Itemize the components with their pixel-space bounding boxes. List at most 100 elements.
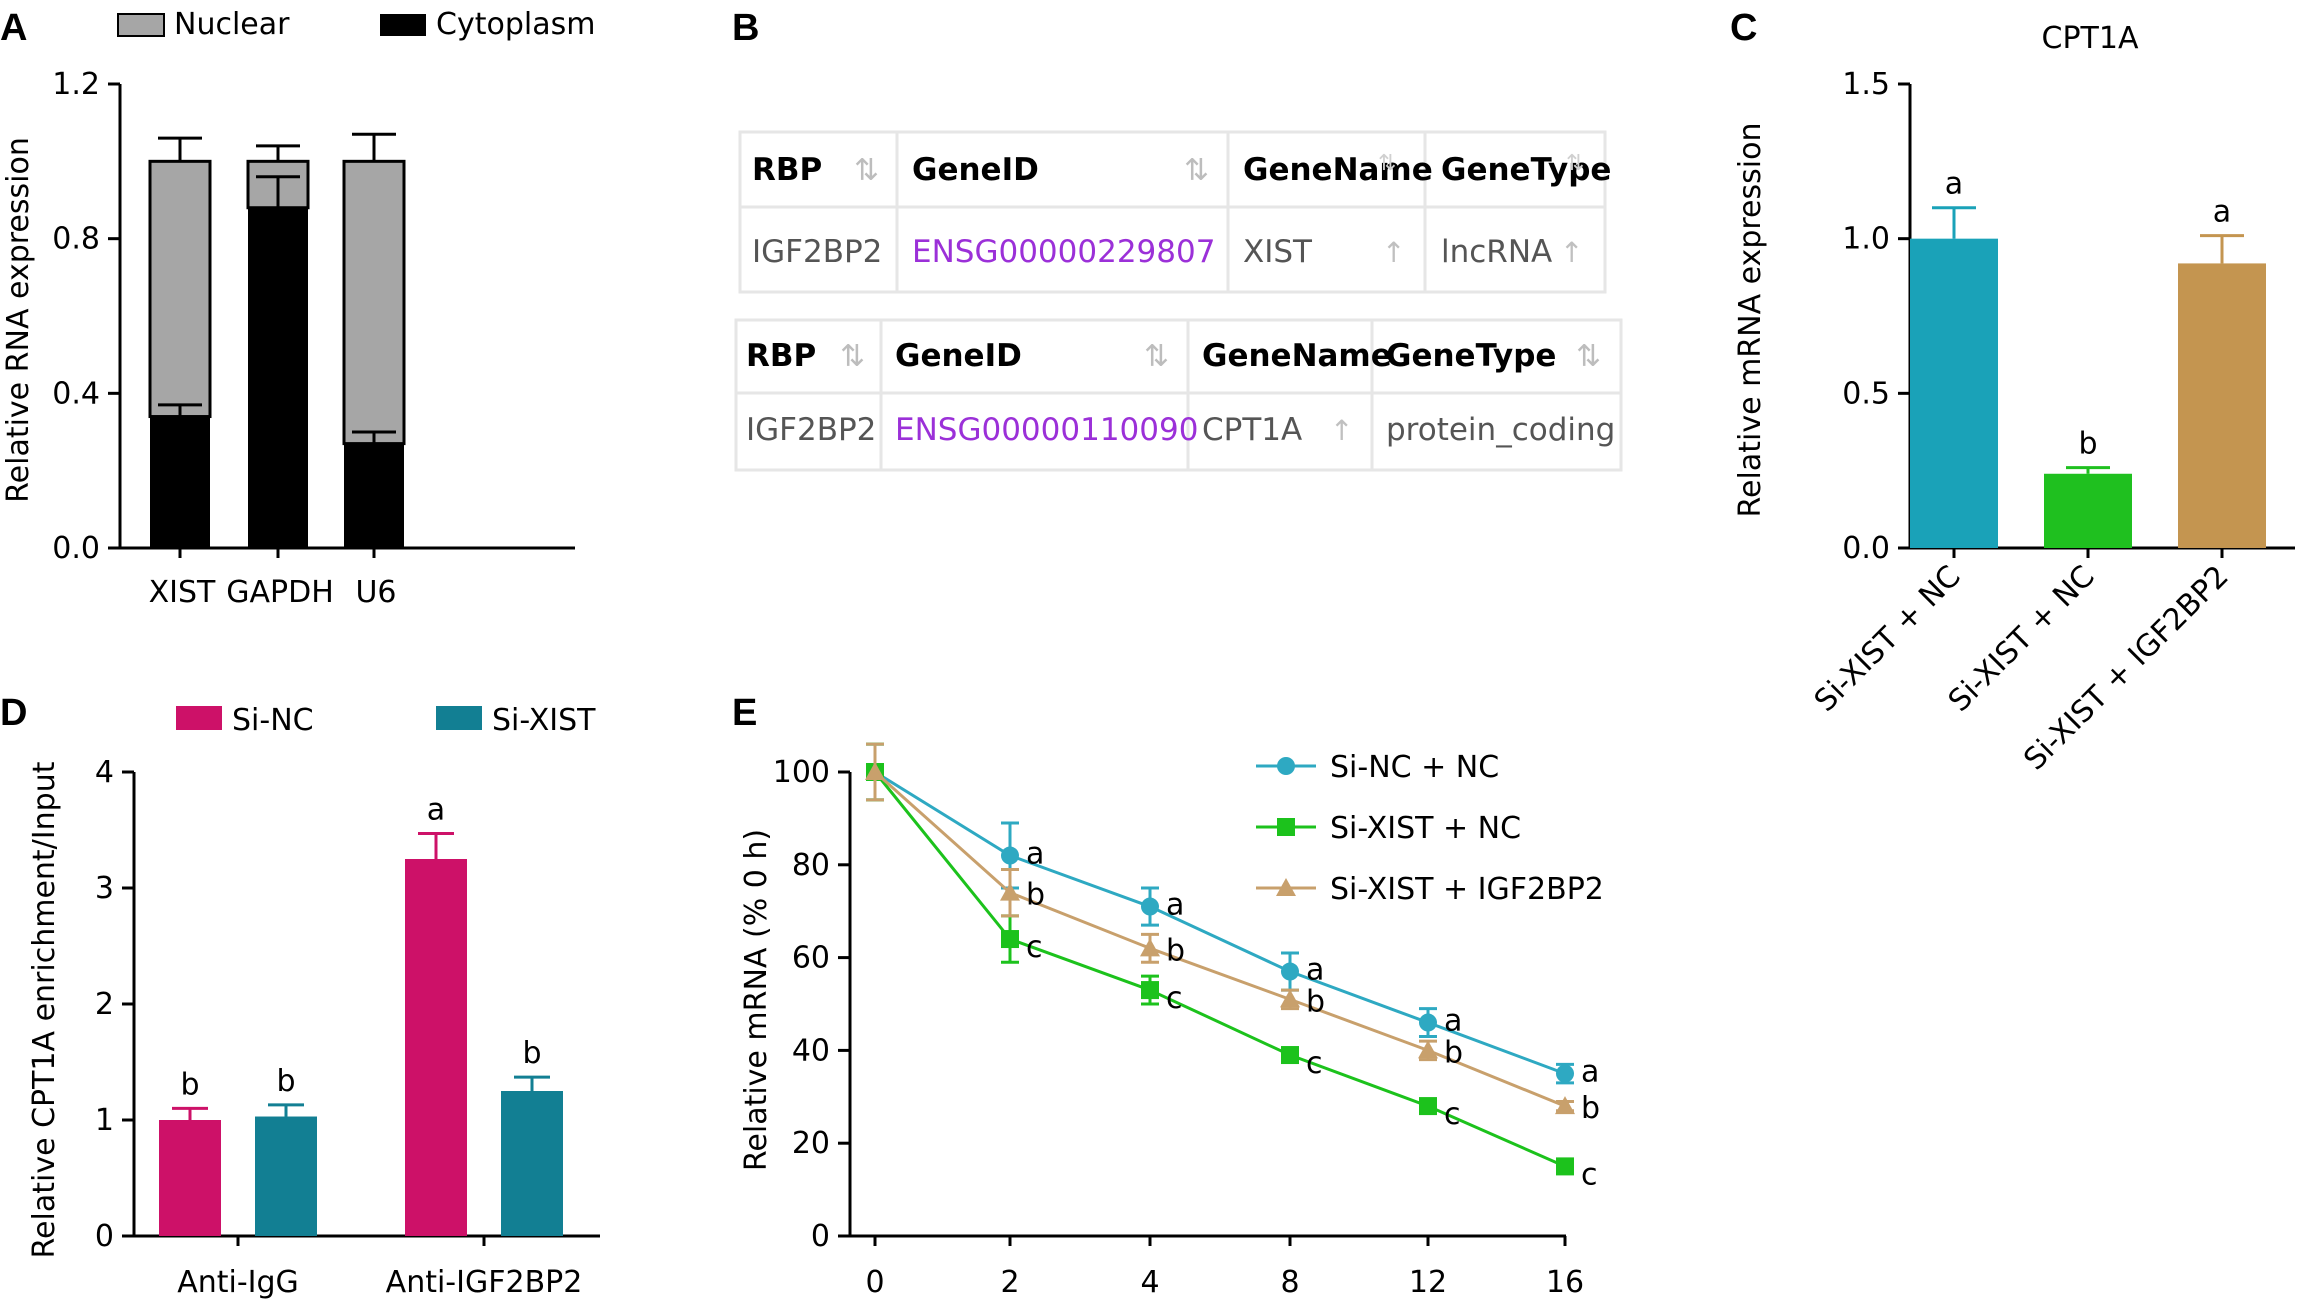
sort-icon[interactable]: ⇅ <box>1566 151 1584 176</box>
panel-letter-c: C <box>1730 7 1757 49</box>
y-tick-label: 100 <box>773 755 830 790</box>
bar-nuclear <box>148 159 212 419</box>
x-tick-label: GAPDH <box>226 575 334 610</box>
significance-label: b <box>276 1064 295 1099</box>
table-2-header-rbp[interactable]: RBP <box>746 338 816 374</box>
significance-label: a <box>2213 195 2231 230</box>
data-point <box>1001 846 1019 865</box>
y-tick-label: 1.0 <box>1842 222 1890 257</box>
panel-a-bars: XIST GAPDH U6 <box>148 132 406 610</box>
y-tick-label: 0.4 <box>52 376 100 411</box>
series-line <box>874 770 1566 1108</box>
significance-label: a <box>1026 837 1044 872</box>
arrow-up-icon: ↑ <box>1560 236 1583 269</box>
bar-si-nc <box>159 1120 221 1236</box>
y-tick-label: 1.2 <box>52 67 100 102</box>
data-point <box>1418 1040 1438 1059</box>
legend-label: Si-XIST + IGF2BP2 <box>1330 872 1604 907</box>
bar-cytoplasm <box>344 443 404 548</box>
x-tick-label: 4 <box>1140 1265 1159 1300</box>
data-point <box>1141 897 1159 916</box>
table-1-cell-geneid[interactable]: ENSG00000229807 <box>912 234 1215 270</box>
x-tick-label: 16 <box>1546 1265 1584 1300</box>
table-2-cell-genetype: protein_coding <box>1386 412 1615 448</box>
y-tick-label: 0.0 <box>1842 531 1890 566</box>
data-point <box>1000 882 1020 901</box>
table-2-cell-geneid[interactable]: ENSG00000110090 <box>895 412 1198 448</box>
x-tick-label: 2 <box>1000 1265 1019 1300</box>
table-2-header-genename[interactable]: GeneName <box>1202 338 1392 374</box>
sort-icon[interactable]: ⇅ <box>1576 339 1601 374</box>
panel-c-yticks: 0.0 0.5 1.0 1.5 <box>1842 67 1910 566</box>
y-tick-label: 20 <box>792 1126 830 1161</box>
data-point <box>1419 1013 1437 1032</box>
x-tick-label: 12 <box>1409 1265 1447 1300</box>
y-tick-label: 80 <box>792 848 830 883</box>
arrow-up-icon: ↑ <box>1330 414 1353 447</box>
panel-e-axes: 0 20 40 60 80 100 0 2 4 8 12 16 Relative mRNA (% 0… <box>739 755 1584 1300</box>
y-tick-label: 0.0 <box>52 531 100 566</box>
y-tick-label: 1 <box>95 1103 114 1138</box>
table-2-header-geneid[interactable]: GeneID <box>895 338 1022 374</box>
legend-label: Si-XIST + NC <box>1330 811 1521 846</box>
significance-label: b <box>522 1036 541 1071</box>
table-2-cell-genename: CPT1A <box>1202 412 1302 448</box>
significance-label: c <box>1581 1157 1598 1192</box>
table-1-header-geneid[interactable]: GeneID <box>912 152 1039 188</box>
table-2-header-genetype[interactable]: GeneType <box>1386 338 1556 374</box>
bar-cytoplasm <box>150 416 210 548</box>
significance-label: a <box>1166 888 1184 923</box>
table-1-cell-rbp: IGF2BP2 <box>752 234 882 270</box>
data-point <box>865 762 885 780</box>
data-point <box>1140 938 1160 957</box>
y-tick-label: 0 <box>811 1219 830 1254</box>
table-1-header-genename[interactable]: GeneName <box>1243 152 1433 188</box>
x-tick-label: 8 <box>1280 1265 1299 1300</box>
data-point <box>1281 1046 1299 1065</box>
table-1-header-genetype[interactable]: GeneType <box>1441 152 1611 188</box>
sort-icon[interactable]: ⇅ <box>1144 339 1169 374</box>
bar <box>2178 263 2266 548</box>
significance-label: c <box>1166 981 1183 1016</box>
y-tick-label: 3 <box>95 871 114 906</box>
panel-d-ylabel: Relative CPT1A enrichment/Input <box>27 761 62 1258</box>
legend-marker <box>1277 818 1295 836</box>
bar <box>1910 238 1998 548</box>
panel-letter-a: A <box>0 7 27 49</box>
data-point <box>1419 1097 1437 1116</box>
significance-label: a <box>1581 1055 1599 1090</box>
sort-icon[interactable]: ⇅ <box>1378 151 1396 176</box>
table-1-header-rbp[interactable]: RBP <box>752 152 822 188</box>
y-tick-label: 4 <box>95 755 114 790</box>
data-point <box>1556 1064 1574 1083</box>
y-tick-label: 1.5 <box>1842 67 1890 102</box>
legend-label-cytoplasm: Cytoplasm <box>436 7 595 42</box>
legend-marker <box>1277 757 1295 775</box>
bar-si-xist <box>501 1091 563 1236</box>
panel-d-axes: 0 1 2 3 4 Relative CPT1A enrichment/Input <box>27 755 600 1258</box>
data-point <box>1280 989 1300 1008</box>
significance-label: a <box>1945 167 1963 202</box>
sort-icon[interactable]: ⇅ <box>1184 153 1209 188</box>
arrow-up-icon: ↑ <box>1382 236 1405 269</box>
sort-icon[interactable]: ⇅ <box>840 339 865 374</box>
table-2-cell-rbp: IGF2BP2 <box>746 412 876 448</box>
data-point <box>1281 962 1299 981</box>
panel-e-ylabel: Relative mRNA (% 0 h) <box>739 829 774 1171</box>
series-line <box>873 771 1566 1168</box>
legend-label-nuclear: Nuclear <box>174 7 290 42</box>
bar <box>2044 473 2132 548</box>
panel-d-yticks: 0 1 2 3 4 <box>95 755 134 1254</box>
x-tick-label: XIST <box>149 575 216 610</box>
sort-icon[interactable]: ⇅ <box>854 153 879 188</box>
panel-e-xticks: 0 2 4 8 12 16 <box>865 1236 1584 1300</box>
panel-letter-d: D <box>0 692 27 734</box>
panel-a-ylabel: Relative RNA expression <box>1 137 36 503</box>
significance-label: b <box>1306 984 1325 1019</box>
legend-marker <box>1276 878 1296 896</box>
x-tick-label: U6 <box>355 575 396 610</box>
bar-si-nc <box>405 859 467 1236</box>
panel-c-ylabel: Relative mRNA expression <box>1733 123 1768 518</box>
